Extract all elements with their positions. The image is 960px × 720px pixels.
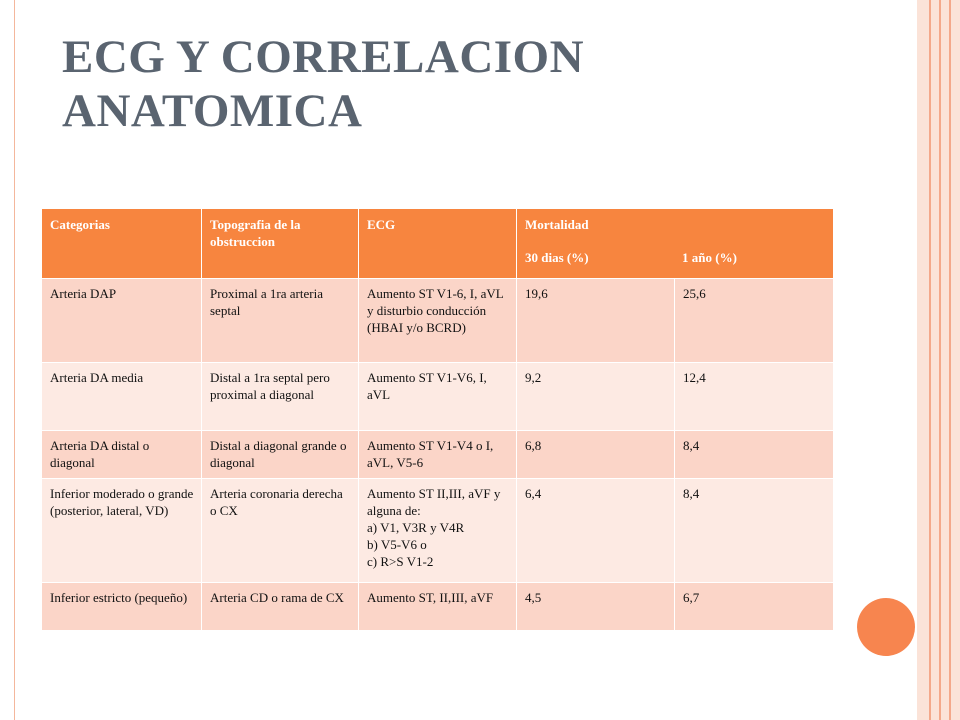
table-header-row: Categorias Topografia de la obstruccion … [41, 208, 835, 279]
cell-categoria: Arteria DA media [41, 362, 202, 431]
ecg-sublist-item: c) R>S V1-2 [367, 554, 434, 569]
title-line-2: ANATOMICA [62, 85, 363, 137]
header-30-dias: 30 dias (%) [525, 250, 589, 265]
cell-topografia: Distal a 1ra septal pero proximal a diag… [201, 362, 359, 431]
cell-1-anio: 12,4 [673, 362, 835, 431]
header-mortalidad: Mortalidad 30 dias (%) 1 año (%) [515, 208, 835, 279]
cell-topografia: Arteria coronaria derecha o CX [201, 478, 359, 583]
cell-30-dias: 6,8 [516, 430, 675, 479]
cell-1-anio: 6,7 [673, 582, 835, 631]
table-row: Arteria DA distal o diagonal Distal a di… [41, 430, 835, 479]
cell-ecg: Aumento ST V1-V4 o I, aVL, V5-6 [358, 430, 517, 479]
header-mortalidad-sub: 30 dias (%) 1 año (%) [525, 249, 827, 266]
cell-1-anio: 8,4 [673, 478, 835, 583]
cell-ecg: Aumento ST, II,III, aVF [358, 582, 517, 631]
cell-ecg: Aumento ST II,III, aVF y alguna de: a) V… [358, 478, 517, 583]
title-line-1: ECG Y CORRELACION [62, 31, 585, 83]
cell-30-dias: 6,4 [516, 478, 675, 583]
header-1-anio: 1 año (%) [682, 250, 737, 265]
cell-1-anio: 25,6 [673, 278, 835, 363]
cell-topografia: Arteria CD o rama de CX [201, 582, 359, 631]
ecg-sublist: a) V1, V3R y V4R b) V5-V6 o c) R>S V1-2 [367, 519, 510, 570]
table-row: Arteria DA media Distal a 1ra septal per… [41, 362, 835, 431]
table-row: Arteria DAP Proximal a 1ra arteria septa… [41, 278, 835, 363]
cell-30-dias: 19,6 [516, 278, 675, 363]
cell-30-dias: 4,5 [516, 582, 675, 631]
ecg-sublist-item: a) V1, V3R y V4R [367, 520, 465, 535]
cell-categoria: Inferior moderado o grande (posterior, l… [41, 478, 202, 583]
header-categorias: Categorias [41, 208, 202, 279]
band-stripe [949, 0, 951, 720]
slide-title: ECG Y CORRELACION ANATOMICA [62, 30, 882, 138]
band-stripe [939, 0, 941, 720]
cell-ecg: Aumento ST V1-6, I, aVL y disturbio cond… [358, 278, 517, 363]
accent-circle [857, 598, 915, 656]
cell-categoria: Arteria DAP [41, 278, 202, 363]
table-row: Inferior moderado o grande (posterior, l… [41, 478, 835, 583]
cell-topografia: Proximal a 1ra arteria septal [201, 278, 359, 363]
header-ecg: ECG [358, 208, 517, 279]
cell-ecg: Aumento ST V1-V6, I, aVL [358, 362, 517, 431]
band-stripe [929, 0, 931, 720]
cell-1-anio: 8,4 [673, 430, 835, 479]
right-decorative-band [917, 0, 960, 720]
ecg-sublist-item: b) V5-V6 o [367, 537, 427, 552]
table-row: Inferior estricto (pequeño) Arteria CD o… [41, 582, 835, 631]
header-mortalidad-label: Mortalidad [525, 217, 589, 232]
cell-categoria: Inferior estricto (pequeño) [41, 582, 202, 631]
left-border-line [14, 0, 15, 720]
correlation-table: Categorias Topografia de la obstruccion … [41, 208, 835, 631]
cell-topografia: Distal a diagonal grande o diagonal [201, 430, 359, 479]
ecg-intro: Aumento ST II,III, aVF y alguna de: [367, 486, 501, 518]
header-topografia: Topografia de la obstruccion [201, 208, 359, 279]
cell-30-dias: 9,2 [516, 362, 675, 431]
cell-categoria: Arteria DA distal o diagonal [41, 430, 202, 479]
